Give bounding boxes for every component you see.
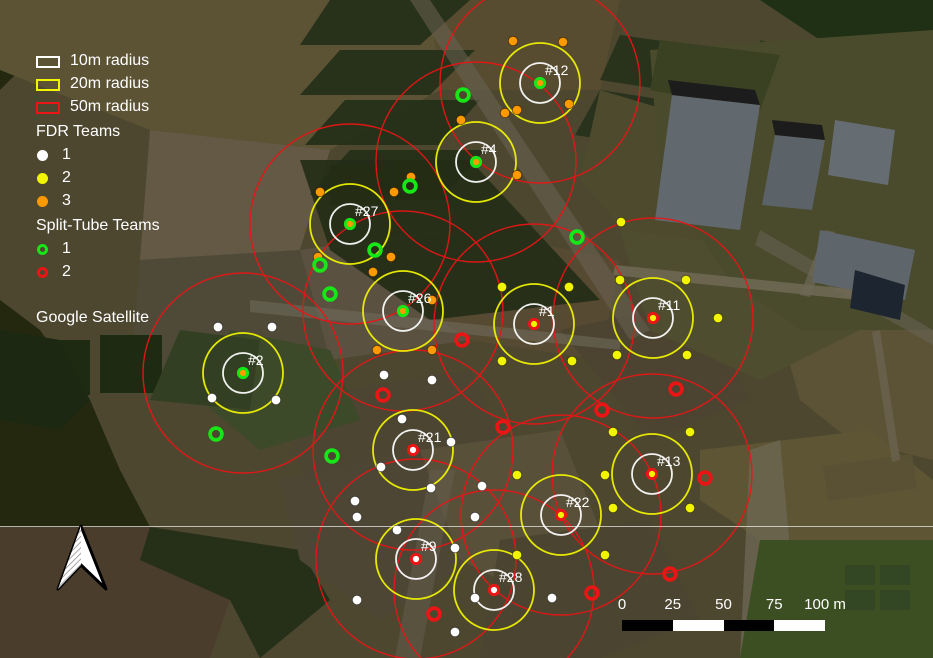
svg-text:#1: #1 (539, 303, 555, 319)
svg-text:#28: #28 (499, 569, 523, 585)
svg-text:#11: #11 (658, 297, 681, 313)
svg-text:#9: #9 (421, 538, 437, 554)
svg-text:#27: #27 (355, 203, 379, 219)
svg-text:#4: #4 (481, 141, 497, 157)
svg-text:#21: #21 (418, 429, 442, 445)
svg-text:#2: #2 (248, 352, 264, 368)
svg-text:#22: #22 (566, 494, 590, 510)
svg-text:#13: #13 (657, 453, 681, 469)
svg-text:#26: #26 (408, 290, 432, 306)
svg-text:#12: #12 (545, 62, 569, 78)
